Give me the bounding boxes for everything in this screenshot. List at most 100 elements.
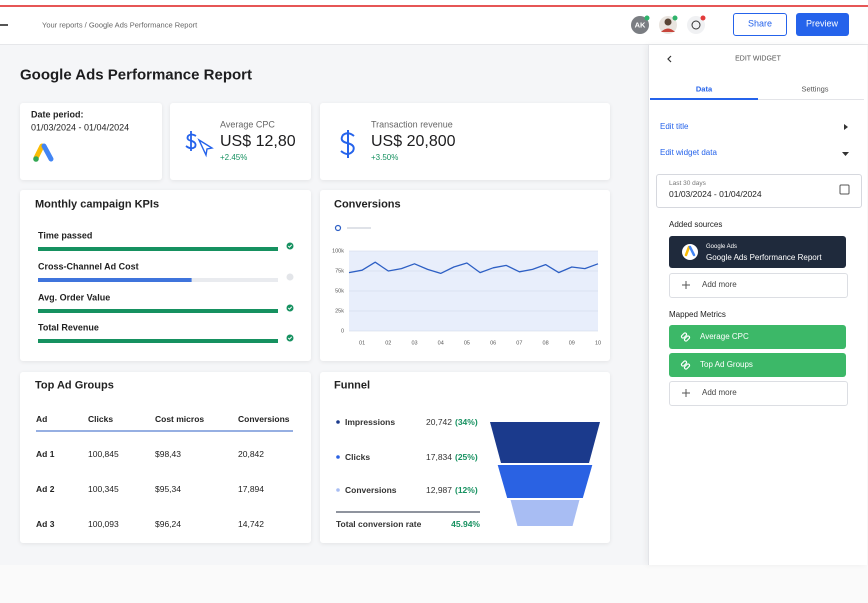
add-more-label[interactable]: Add more	[702, 388, 737, 397]
table-cell: 100,345	[88, 483, 119, 494]
funnel-share: (34%)	[455, 416, 478, 427]
avatar-head	[664, 18, 672, 26]
breadcrumb[interactable]: Your reports / Google Ads Performance Re…	[42, 20, 198, 30]
table-cell: 20,842	[238, 448, 264, 459]
table-cell: 14,742	[238, 518, 264, 529]
chat-icon	[691, 20, 701, 30]
funnel-label: Conversions	[345, 484, 397, 495]
funnel-bullet	[336, 488, 340, 492]
date-range: 01/03/2024 - 01/04/2024	[31, 122, 130, 133]
progress-bar	[38, 278, 192, 282]
source-card[interactable]	[669, 236, 846, 268]
table-card	[20, 372, 311, 543]
y-tick-label: 75k	[335, 268, 344, 274]
table-cell: 17,894	[238, 483, 264, 494]
share-label[interactable]: Share	[747, 18, 773, 29]
metric-chip-label[interactable]: Top Ad Groups	[700, 360, 753, 369]
add-more-label[interactable]: Add more	[702, 280, 737, 289]
chat-button[interactable]	[687, 16, 705, 34]
menu-dash	[0, 24, 8, 26]
funnel-segment	[490, 422, 600, 463]
tab[interactable]: Data	[695, 84, 713, 94]
x-tick-label: 03	[411, 340, 417, 346]
kpi-label: Cross-Channel Ad Cost	[38, 261, 139, 272]
card-title: Monthly campaign KPIs	[35, 198, 160, 211]
metric-chip[interactable]	[669, 325, 846, 349]
panel-heading: EDIT WIDGET	[735, 55, 781, 63]
plus-icon	[682, 281, 690, 397]
y-tick-label: 50k	[335, 288, 344, 294]
card-title: Funnel	[334, 379, 371, 392]
funnel-segment	[497, 465, 593, 498]
table-header: Conversions	[238, 413, 290, 424]
progress-bar	[38, 247, 278, 251]
dollar-cursor-icon	[185, 131, 214, 158]
source-logo	[688, 245, 696, 257]
kpi-label: Total Revenue	[38, 322, 99, 333]
preview-label[interactable]: Preview	[805, 18, 839, 29]
report-title: Google Ads Performance Report	[20, 66, 252, 84]
avatar-initials[interactable]: AK	[634, 20, 646, 30]
calendar-icon[interactable]	[839, 184, 850, 195]
share-button[interactable]	[733, 13, 787, 36]
date-card	[20, 103, 162, 180]
x-tick-label: 05	[464, 340, 470, 346]
x-tick-label: 06	[490, 340, 496, 346]
avatar[interactable]	[631, 16, 649, 34]
back-button[interactable]	[667, 55, 672, 63]
ads-logo	[33, 156, 39, 162]
funnel-label: Clicks	[345, 451, 371, 462]
metric-chip[interactable]	[669, 353, 846, 377]
metric-label: Average CPC	[220, 119, 275, 130]
table-cell: 100,093	[88, 518, 119, 529]
metric-chip-label[interactable]: Average CPC	[700, 332, 749, 341]
ads-logo	[33, 143, 45, 161]
date-label: Date period:	[31, 109, 84, 120]
table-header: Cost micros	[155, 413, 205, 424]
tab-rule	[758, 99, 864, 100]
panel-link[interactable]: Edit widget data	[660, 148, 717, 157]
funnel-bullet	[336, 420, 340, 424]
status-pending	[286, 273, 294, 281]
metric-value: US$ 20,800	[371, 133, 456, 150]
metric-change: +3.50%	[371, 153, 399, 162]
expand-arrow[interactable]	[844, 124, 848, 130]
card-title: Top Ad Groups	[35, 379, 114, 392]
x-tick-label: 08	[543, 340, 549, 346]
section-label: Mapped Metrics	[669, 310, 726, 319]
date-value[interactable]: 01/03/2024 - 01/04/2024	[669, 188, 762, 199]
date-box[interactable]	[656, 174, 862, 208]
x-tick-label: 01	[359, 340, 365, 346]
progress-bar	[38, 309, 278, 313]
status-check	[287, 336, 293, 340]
side-panel	[648, 45, 867, 565]
x-tick-label: 02	[385, 340, 391, 346]
add-metric-button[interactable]	[669, 381, 848, 406]
x-tick-label: 09	[569, 340, 575, 346]
kpi-card	[20, 190, 311, 361]
collapse-arrow[interactable]	[842, 152, 849, 156]
add-source-button[interactable]	[669, 273, 848, 298]
x-tick-label: 04	[438, 340, 444, 346]
dollar-icon	[340, 130, 355, 158]
top-accent	[0, 5, 868, 7]
preview-button[interactable]	[796, 13, 849, 36]
funnel-value: 12,987	[426, 484, 452, 495]
table-cell: $98,43	[155, 448, 181, 459]
tab[interactable]: Settings	[801, 84, 829, 94]
metric-value: US$ 12,80	[220, 133, 296, 150]
panel-link[interactable]: Edit title	[660, 122, 689, 131]
x-tick-label: 10	[595, 340, 601, 346]
tab-underline	[650, 98, 758, 100]
funnel-segment	[510, 500, 580, 526]
table-cell: $95,34	[155, 483, 181, 494]
funnel-bullet	[336, 455, 340, 459]
kpi-label: Avg. Order Value	[38, 292, 111, 303]
source-logo	[684, 245, 691, 257]
line-series	[348, 261, 599, 275]
funnel-total-label: Total conversion rate	[336, 518, 422, 529]
funnel-share: (12%)	[455, 484, 478, 495]
y-tick-label: 0	[341, 328, 344, 334]
